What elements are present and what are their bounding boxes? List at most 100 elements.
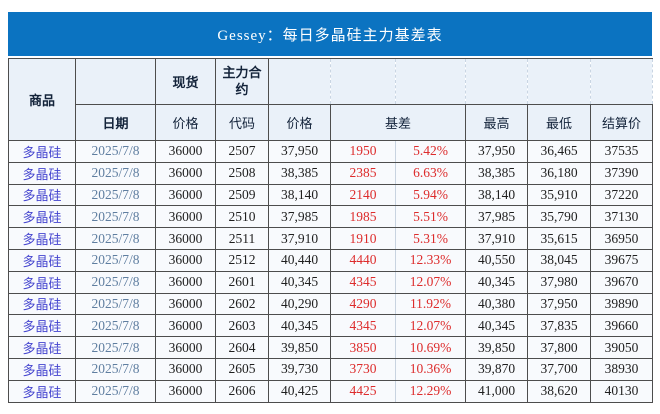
cell-basis: 4345 [330, 270, 396, 294]
table-row: 多晶硅 2025/7/8 36000 2509 38,140 2140 5.94… [8, 183, 653, 207]
table-row: 多晶硅 2025/7/8 36000 2604 39,850 3850 10.6… [8, 336, 653, 359]
table-row: 多晶硅 2025/7/8 36000 2508 38,385 2385 6.63… [8, 161, 653, 185]
cell-product: 多晶硅 [8, 140, 76, 163]
cell-low: 38,045 [527, 248, 591, 272]
cell-low: 37,800 [527, 336, 591, 359]
cell-settlement: 39670 [590, 270, 653, 294]
cell-product: 多晶硅 [8, 227, 76, 250]
table-row: 多晶硅 2025/7/8 36000 2603 40,345 4345 12.0… [8, 314, 653, 338]
header-empty-5 [527, 58, 591, 105]
cell-basis: 3730 [330, 357, 396, 381]
cell-low: 35,790 [527, 205, 591, 229]
cell-code: 2507 [215, 140, 269, 163]
cell-basis-pct: 12.33% [395, 248, 466, 272]
table-body: 多晶硅 2025/7/8 36000 2507 37,950 1950 5.42… [8, 140, 653, 403]
cell-high: 40,380 [465, 292, 528, 316]
cell-price: 39,850 [268, 336, 331, 359]
cell-low: 37,700 [527, 357, 591, 381]
cell-product: 多晶硅 [8, 161, 76, 185]
cell-date: 2025/7/8 [75, 292, 156, 316]
cell-spot-price: 36000 [155, 292, 216, 316]
cell-low: 37,835 [527, 314, 591, 338]
cell-product: 多晶硅 [8, 270, 76, 294]
cell-low: 37,980 [527, 270, 591, 294]
cell-basis-pct: 12.07% [395, 270, 466, 294]
cell-date: 2025/7/8 [75, 270, 156, 294]
cell-spot-price: 36000 [155, 270, 216, 294]
table-row: 多晶硅 2025/7/8 36000 2606 40,425 4425 12.2… [8, 379, 653, 403]
cell-settlement: 39675 [590, 248, 653, 272]
cell-date: 2025/7/8 [75, 314, 156, 338]
header-high: 最高 [465, 104, 528, 141]
cell-low: 36,465 [527, 140, 591, 163]
cell-high: 41,000 [465, 379, 528, 403]
header-price: 价格 [268, 104, 331, 141]
cell-basis: 1985 [330, 205, 396, 229]
cell-low: 36,180 [527, 161, 591, 185]
cell-price: 39,730 [268, 357, 331, 381]
cell-basis-pct: 10.36% [395, 357, 466, 381]
table-row: 多晶硅 2025/7/8 36000 2601 40,345 4345 12.0… [8, 270, 653, 294]
cell-basis: 2385 [330, 161, 396, 185]
cell-low: 37,950 [527, 292, 591, 316]
cell-high: 38,385 [465, 161, 528, 185]
cell-spot-price: 36000 [155, 248, 216, 272]
cell-date: 2025/7/8 [75, 379, 156, 403]
cell-basis: 4345 [330, 314, 396, 338]
cell-product: 多晶硅 [8, 183, 76, 207]
cell-basis: 4290 [330, 292, 396, 316]
cell-settlement: 39890 [590, 292, 653, 316]
header-settlement: 结算价 [590, 104, 653, 141]
cell-date: 2025/7/8 [75, 205, 156, 229]
cell-low: 35,615 [527, 227, 591, 250]
cell-spot-price: 36000 [155, 183, 216, 207]
cell-basis-pct: 11.92% [395, 292, 466, 316]
table-header: 商品 现货 主力合约 日期 价格 代码 价格 基差 最高 最低 结算价 [8, 58, 653, 141]
cell-spot-price: 36000 [155, 336, 216, 359]
cell-code: 2512 [215, 248, 269, 272]
header-empty-4 [465, 58, 528, 105]
header-basis: 基差 [330, 104, 466, 141]
cell-code: 2603 [215, 314, 269, 338]
header-main-contract-group: 主力合约 [215, 58, 269, 105]
cell-date: 2025/7/8 [75, 248, 156, 272]
cell-product: 多晶硅 [8, 357, 76, 381]
header-empty-2 [330, 58, 396, 105]
cell-basis-pct: 5.42% [395, 140, 466, 163]
cell-spot-price: 36000 [155, 161, 216, 185]
cell-spot-price: 36000 [155, 314, 216, 338]
cell-product: 多晶硅 [8, 314, 76, 338]
cell-code: 2606 [215, 379, 269, 403]
cell-basis-pct: 5.94% [395, 183, 466, 207]
cell-low: 35,910 [527, 183, 591, 207]
cell-high: 37,910 [465, 227, 528, 250]
cell-high: 38,140 [465, 183, 528, 207]
page: Gessey：每日多晶硅主力基差表 商品 现货 主力合约 日期 [8, 12, 653, 403]
cell-price: 37,985 [268, 205, 331, 229]
basis-table: 商品 现货 主力合约 日期 价格 代码 价格 基差 最高 最低 结算价 [8, 58, 653, 403]
cell-basis: 3850 [330, 336, 396, 359]
cell-high: 39,870 [465, 357, 528, 381]
cell-basis: 1950 [330, 140, 396, 163]
header-empty-1 [268, 58, 331, 105]
cell-spot-price: 36000 [155, 205, 216, 229]
cell-basis: 1910 [330, 227, 396, 250]
cell-settlement: 39050 [590, 336, 653, 359]
cell-price: 37,950 [268, 140, 331, 163]
cell-price: 40,290 [268, 292, 331, 316]
cell-basis: 4440 [330, 248, 396, 272]
cell-price: 40,425 [268, 379, 331, 403]
cell-settlement: 37535 [590, 140, 653, 163]
table-row: 多晶硅 2025/7/8 36000 2512 40,440 4440 12.3… [8, 248, 653, 272]
header-low: 最低 [527, 104, 591, 141]
cell-high: 40,345 [465, 270, 528, 294]
cell-code: 2602 [215, 292, 269, 316]
cell-high: 40,345 [465, 314, 528, 338]
cell-basis-pct: 12.07% [395, 314, 466, 338]
header-date: 日期 [75, 104, 156, 141]
header-code: 代码 [215, 104, 269, 141]
cell-code: 2601 [215, 270, 269, 294]
cell-code: 2604 [215, 336, 269, 359]
cell-product: 多晶硅 [8, 292, 76, 316]
table-row: 多晶硅 2025/7/8 36000 2605 39,730 3730 10.3… [8, 357, 653, 381]
